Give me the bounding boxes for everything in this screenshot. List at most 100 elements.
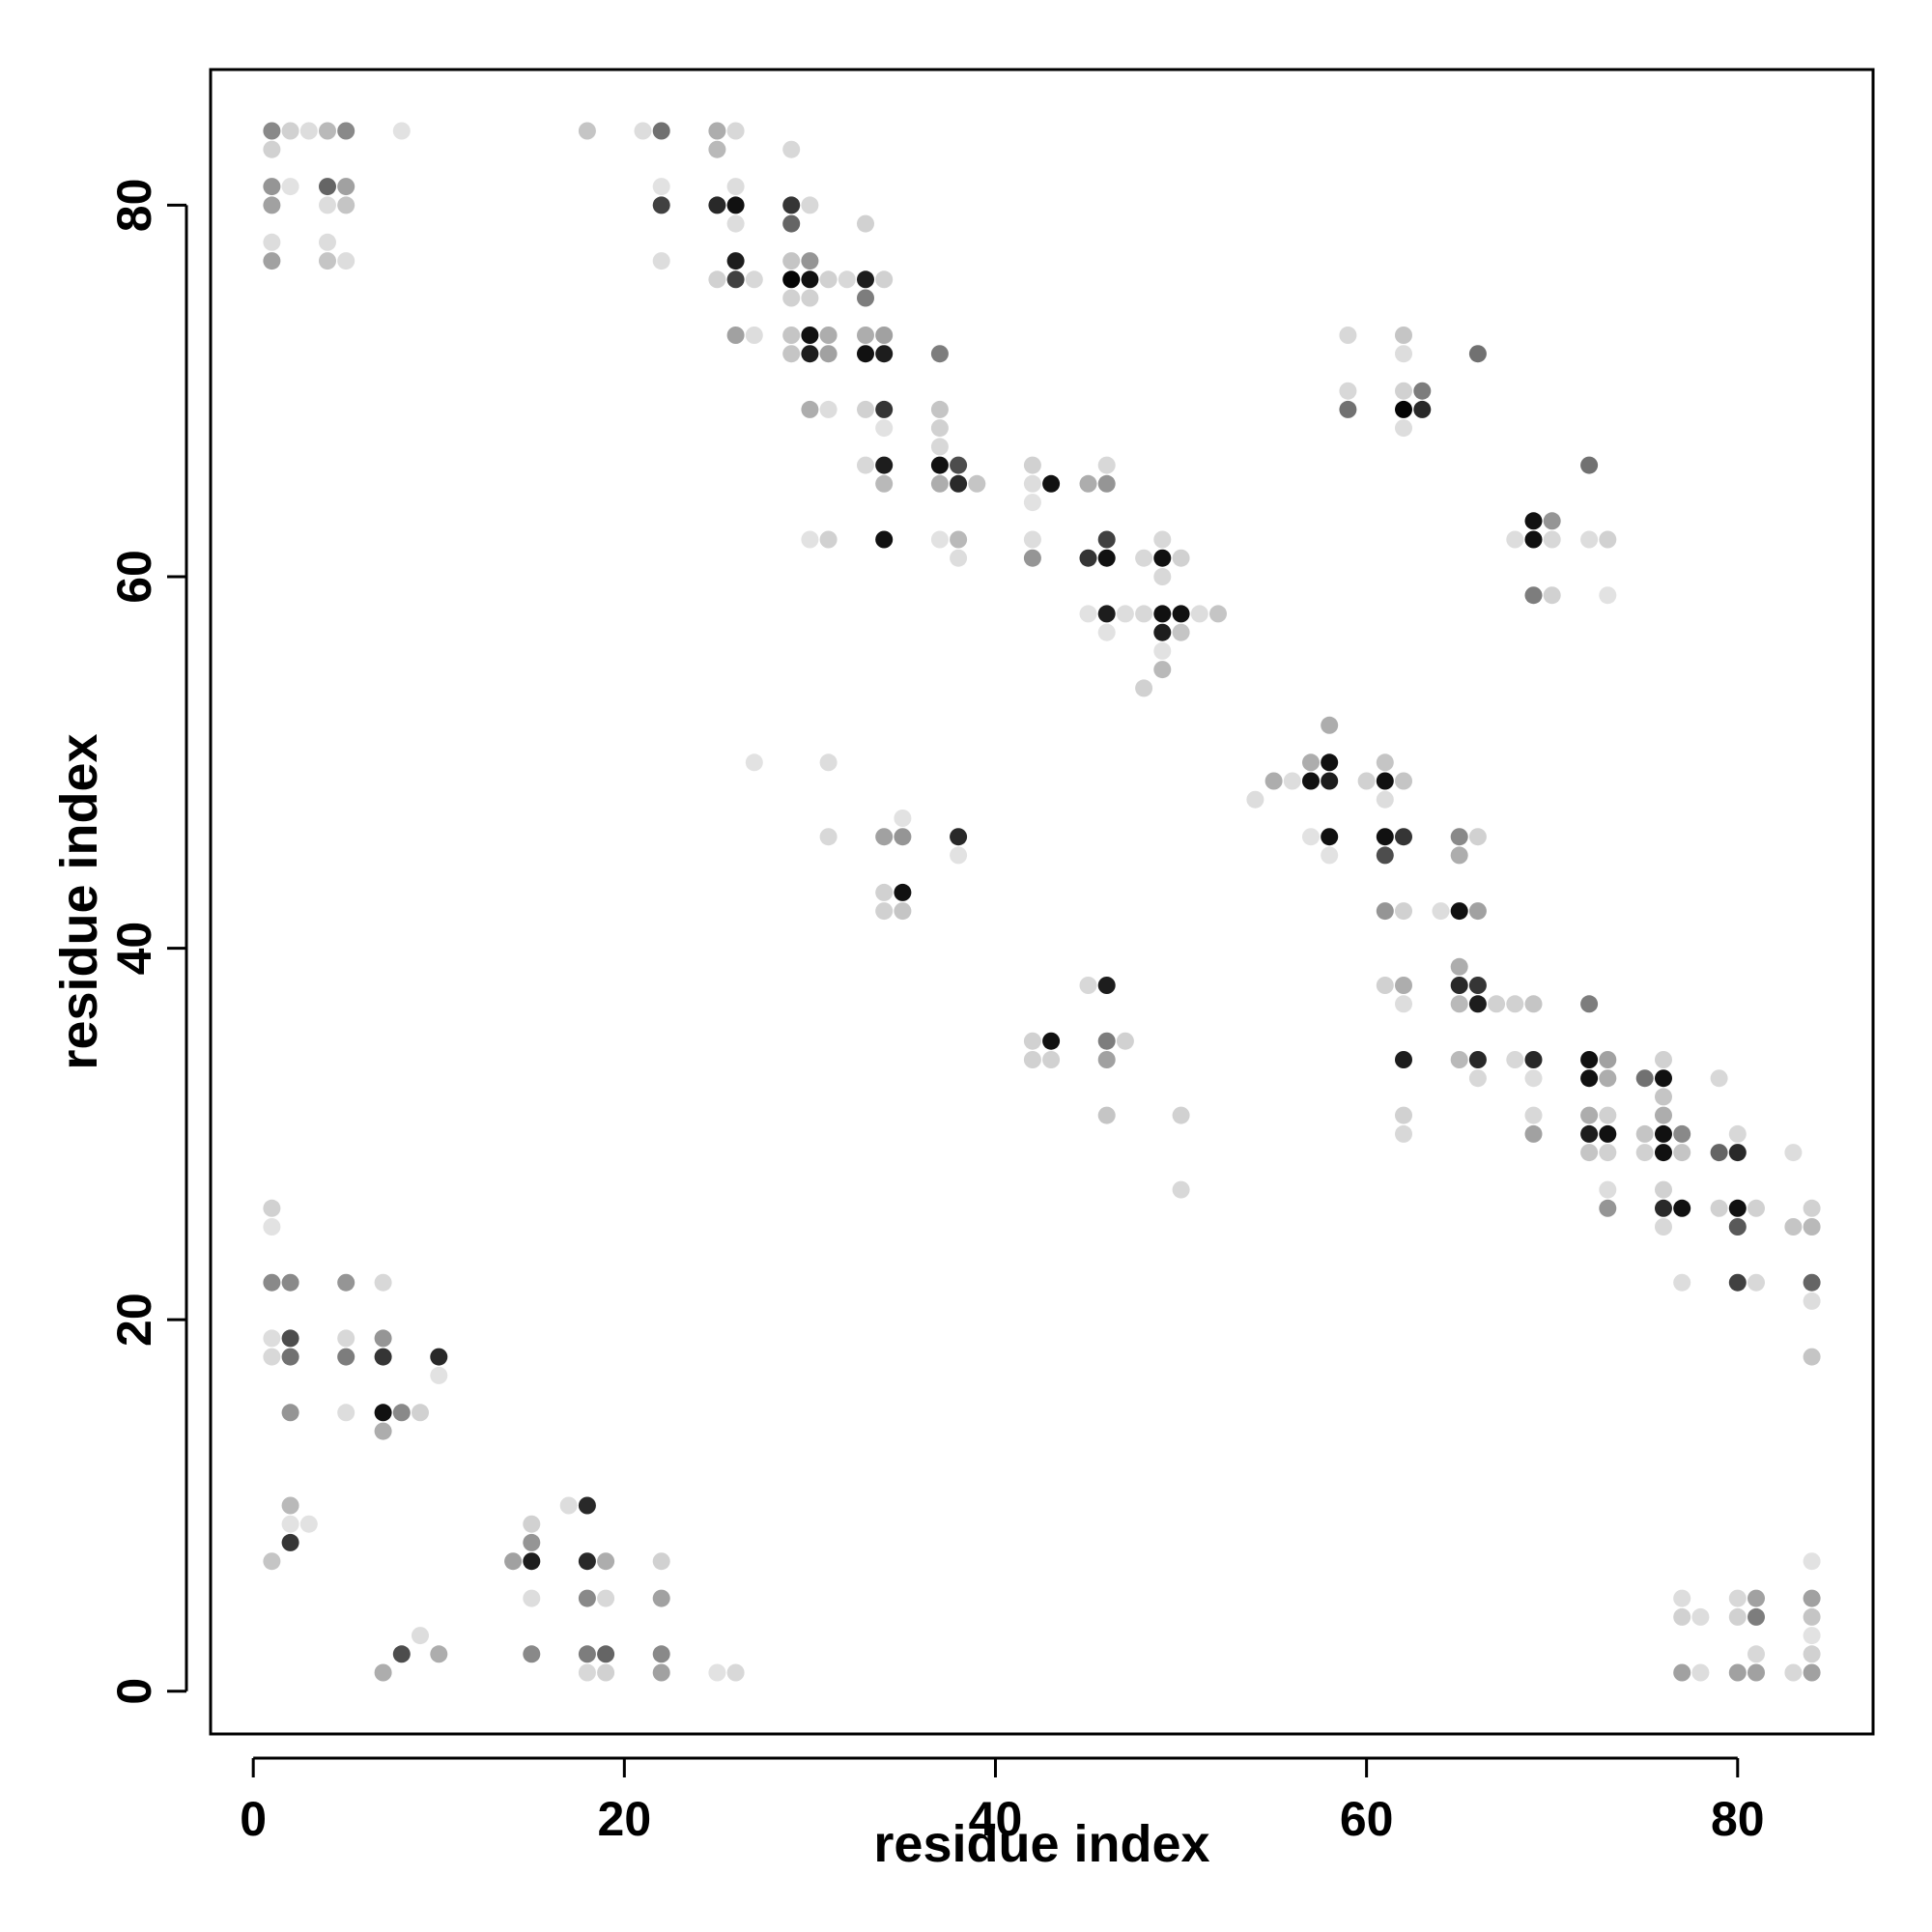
contact-point (819, 327, 838, 344)
contact-point (1450, 957, 1468, 976)
contact-point (1524, 1106, 1543, 1124)
contact-point (1321, 846, 1339, 865)
contact-point (1097, 530, 1116, 549)
contact-point (319, 233, 336, 251)
contact-point (1042, 1051, 1061, 1068)
contact-point (1803, 1199, 1821, 1217)
contact-point (578, 1645, 596, 1663)
contact-point (726, 327, 745, 344)
contact-point (726, 122, 745, 140)
x-tick-label: 40 (969, 1792, 1023, 1846)
contact-point (392, 1404, 411, 1422)
contact-point (1339, 400, 1357, 418)
contact-point (1673, 1663, 1691, 1682)
contact-point (652, 1552, 670, 1571)
contact-point (1524, 1069, 1543, 1088)
contact-point (1153, 661, 1172, 679)
contact-point (1468, 1069, 1487, 1088)
contact-point (726, 178, 745, 196)
contact-point (1710, 1144, 1728, 1162)
contact-point (1450, 828, 1468, 846)
contact-point (1042, 1032, 1061, 1050)
contact-point (1747, 1273, 1765, 1292)
contact-point (1543, 512, 1561, 530)
contact-point (597, 1663, 615, 1682)
contact-point (1357, 772, 1376, 790)
contact-point (1097, 1106, 1116, 1124)
contact-point (1172, 605, 1190, 623)
contact-point (1153, 568, 1172, 585)
contact-point (950, 456, 968, 474)
contact-point (1395, 382, 1412, 400)
contact-point (1710, 1199, 1728, 1217)
contact-point (1580, 1124, 1599, 1143)
contact-point (1395, 400, 1412, 418)
contact-point (263, 1329, 281, 1348)
contact-point (523, 1533, 541, 1551)
contact-point (782, 196, 801, 214)
contact-point (1283, 772, 1301, 790)
contact-point (1376, 902, 1394, 921)
contact-point (1172, 1180, 1190, 1199)
contact-point (1599, 1051, 1617, 1068)
contact-point (801, 252, 819, 270)
contact-point (782, 252, 801, 270)
contact-point (1153, 641, 1172, 660)
contact-point (930, 438, 949, 456)
contact-point (1468, 828, 1487, 846)
contact-point (1376, 846, 1394, 865)
contact-point (1784, 1218, 1803, 1236)
contact-point (968, 474, 986, 493)
contact-point (1673, 1199, 1691, 1217)
contact-point (523, 1552, 541, 1571)
contact-point (578, 1589, 596, 1607)
contact-point (1580, 1144, 1599, 1162)
contact-point (337, 1348, 355, 1366)
contact-point (857, 270, 874, 289)
y-tick-label: 80 (107, 179, 161, 233)
contact-point (1172, 623, 1190, 641)
contact-point (281, 1496, 299, 1515)
contact-point (1543, 530, 1561, 549)
contact-point (1655, 1051, 1672, 1068)
contact-point (1655, 1144, 1672, 1162)
contact-point (950, 530, 968, 549)
contact-point (1747, 1199, 1765, 1217)
contact-point (1524, 512, 1543, 530)
contact-point (801, 400, 819, 418)
contact-point (819, 400, 838, 418)
contact-point (1395, 1124, 1412, 1143)
contact-point (1728, 1199, 1747, 1217)
contact-point (950, 474, 968, 493)
contact-point (1599, 1124, 1617, 1143)
y-axis: 0 20 40 60 80 (107, 179, 188, 1705)
contact-point (412, 1404, 429, 1422)
contact-point (1376, 790, 1394, 809)
contact-point (1580, 995, 1599, 1013)
contact-point (1524, 995, 1543, 1013)
contact-point (523, 1515, 541, 1533)
contact-point (1655, 1124, 1672, 1143)
contact-point (1135, 549, 1153, 567)
contact-point (801, 270, 819, 289)
contact-point (745, 753, 763, 772)
contact-point (1302, 772, 1320, 790)
contact-point (1264, 772, 1283, 790)
contact-point (597, 1552, 615, 1571)
contact-point (1599, 586, 1617, 605)
contact-point (1079, 605, 1097, 623)
contact-point (745, 327, 763, 344)
contact-point (894, 902, 912, 921)
contact-point (319, 252, 336, 270)
contact-point (1450, 977, 1468, 994)
contact-point (1023, 456, 1041, 474)
contact-point (1803, 1607, 1821, 1626)
contact-point (801, 289, 819, 307)
contact-point (559, 1496, 578, 1515)
contact-point (263, 1199, 281, 1217)
contact-point (950, 828, 968, 846)
contact-point (857, 456, 874, 474)
contact-point (412, 1627, 429, 1645)
contact-point (1023, 549, 1041, 567)
contact-point (1097, 977, 1116, 994)
